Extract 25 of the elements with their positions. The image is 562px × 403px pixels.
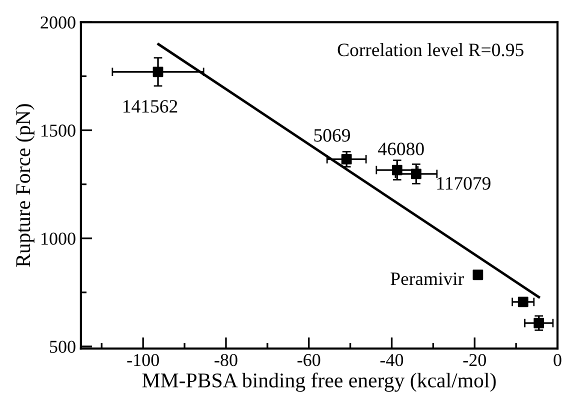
annotation: 141562 [124, 100, 178, 113]
annotation: Correlation level R=0.95 [338, 43, 524, 56]
point [518, 296, 528, 308]
x-tick-label: -100 [127, 354, 159, 366]
annotation: 117079 [437, 177, 490, 190]
x-tick-label: 0 [554, 354, 562, 366]
y-tick-label: 1000 [42, 232, 76, 245]
point [410, 168, 422, 180]
annotation: 46080 [378, 142, 424, 156]
point [152, 66, 164, 78]
y-tick-label: 500 [50, 340, 76, 353]
y-tick-label: 1500 [42, 124, 76, 137]
point [341, 154, 352, 164]
x-tick-label: -60 [297, 354, 320, 366]
x-tick-label: -20 [463, 354, 486, 366]
y-tick-label: 2000 [40, 16, 76, 29]
point [534, 318, 544, 328]
y-axis-title: Rupture Force (pN) [16, 104, 34, 267]
point [472, 270, 484, 280]
annotation: Peramivir [390, 272, 464, 286]
point [392, 164, 402, 176]
x-tick-label: -40 [380, 354, 404, 366]
x-tick-label: -80 [214, 354, 238, 366]
annotation: 5069 [314, 129, 350, 142]
x-axis-title: MM-PBSA binding free energy (kcal/mol) [142, 372, 496, 392]
